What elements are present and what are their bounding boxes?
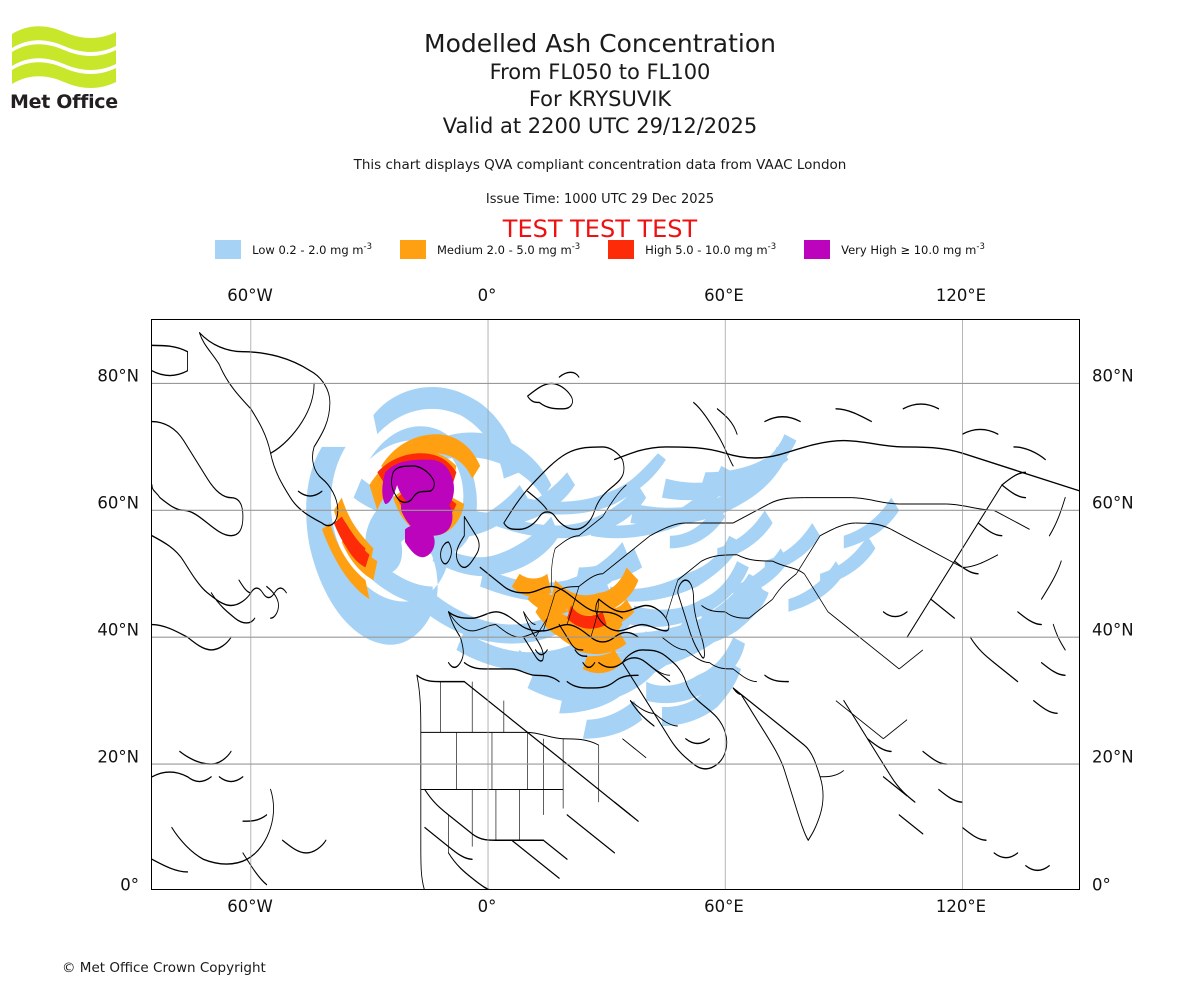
legend-item-very-high: Very High ≥ 10.0 mg m-3 bbox=[804, 240, 985, 259]
legend-item-low: Low 0.2 - 2.0 mg m-3 bbox=[215, 240, 372, 259]
met-office-logo: Met Office bbox=[10, 22, 130, 117]
lat-label-right-40n: 40°N bbox=[1092, 620, 1134, 640]
lat-label-left-80n: 80°N bbox=[97, 366, 139, 386]
lat-label-right-80n: 80°N bbox=[1092, 366, 1134, 386]
volcano-name: For KRYSUVIK bbox=[528, 87, 672, 111]
legend-item-high: High 5.0 - 10.0 mg m-3 bbox=[608, 240, 776, 259]
lon-label-top-0: 0° bbox=[477, 286, 497, 305]
legend-swatch-low bbox=[215, 240, 242, 259]
map-plot-frame bbox=[151, 319, 1080, 890]
legend-swatch-high bbox=[608, 240, 635, 259]
lat-label-left-20n: 20°N bbox=[97, 747, 139, 767]
concentration-legend: Low 0.2 - 2.0 mg m-3 Medium 2.0 - 5.0 mg… bbox=[0, 240, 1200, 259]
lat-label-right-60n: 60°N bbox=[1092, 493, 1134, 513]
lon-label-top-120e: 120°E bbox=[935, 286, 987, 305]
legend-label-medium: Medium 2.0 - 5.0 mg m-3 bbox=[436, 241, 581, 257]
ash-layer-very-high bbox=[382, 459, 454, 558]
lat-label-left-60n: 60°N bbox=[97, 493, 139, 513]
ash-layer-low bbox=[306, 386, 900, 739]
lon-label-top-60w: 60°W bbox=[227, 286, 273, 305]
map-gridlines bbox=[152, 320, 1079, 889]
legend-label-low: Low 0.2 - 2.0 mg m-3 bbox=[252, 241, 372, 257]
legend-label-high: High 5.0 - 10.0 mg m-3 bbox=[645, 241, 777, 257]
lon-label-bottom-60w: 60°W bbox=[227, 897, 273, 916]
lat-label-right-20n: 20°N bbox=[1092, 747, 1134, 767]
lat-label-left-0: 0° bbox=[120, 875, 139, 895]
lat-label-left-40n: 40°N bbox=[97, 620, 139, 640]
lon-label-bottom-0: 0° bbox=[477, 897, 497, 916]
lat-label-right-0: 0° bbox=[1092, 875, 1111, 895]
legend-item-medium: Medium 2.0 - 5.0 mg m-3 bbox=[399, 240, 581, 259]
lon-label-top-60e: 60°E bbox=[704, 286, 744, 305]
test-banner: TEST TEST TEST bbox=[502, 215, 698, 243]
copyright-notice: © Met Office Crown Copyright bbox=[62, 960, 266, 976]
country-borders bbox=[420, 484, 1030, 853]
page-title: Modelled Ash Concentration bbox=[424, 29, 776, 58]
lon-label-bottom-60e: 60°E bbox=[704, 897, 744, 916]
map-canvas bbox=[152, 320, 1079, 889]
legend-swatch-very-high bbox=[804, 240, 831, 259]
met-office-logo-text: Met Office bbox=[10, 91, 118, 113]
page-title-block: Modelled Ash Concentration From FL050 to… bbox=[0, 28, 1200, 140]
lon-label-bottom-120e: 120°E bbox=[935, 897, 987, 916]
issue-time: Issue Time: 1000 UTC 29 Dec 2025 bbox=[485, 192, 715, 207]
legend-swatch-medium bbox=[399, 240, 426, 259]
ash-concentration-map: 60°W 0° 60°E 120°E 60°W 0° 60°E 120°E 80… bbox=[97, 286, 1133, 916]
valid-time: Valid at 2200 UTC 29/12/2025 bbox=[442, 114, 758, 138]
coastlines bbox=[152, 331, 1079, 889]
met-office-wave-icon bbox=[12, 26, 116, 88]
qva-note: This chart displays QVA compliant concen… bbox=[353, 157, 847, 173]
legend-label-very-high: Very High ≥ 10.0 mg m-3 bbox=[841, 241, 985, 257]
flight-level-range: From FL050 to FL100 bbox=[489, 60, 711, 84]
